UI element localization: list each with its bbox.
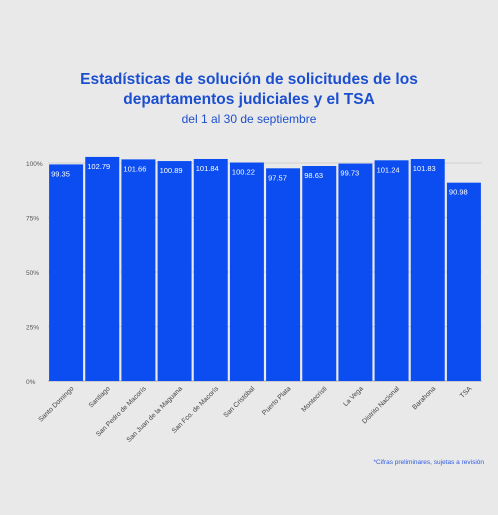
footnote: *Cifras preliminares, sujetas a revisión	[373, 459, 484, 466]
bar	[338, 163, 373, 381]
x-tick-label: Santo Domingo	[37, 385, 75, 423]
bar-value-label: 99.73	[340, 169, 359, 178]
x-tick-label: La Vega	[342, 385, 365, 408]
x-tick-label: San Cristóbal	[223, 385, 257, 419]
bar	[157, 161, 192, 381]
bar-value-label: 99.35	[51, 169, 70, 178]
x-tick-label: Distrito Nacional	[361, 385, 401, 425]
bar	[446, 182, 481, 381]
bar-value-label: 90.98	[449, 188, 468, 197]
x-tick-label: Montecristi	[300, 385, 329, 414]
bar-value-label: 97.57	[268, 173, 287, 182]
bar-value-label: 98.63	[304, 171, 323, 180]
bar-value-label: 100.22	[232, 168, 255, 177]
bar	[374, 160, 409, 381]
y-tick-label: 0%	[26, 379, 36, 386]
bar	[85, 156, 120, 381]
x-tick-label: TSA	[459, 385, 474, 400]
y-tick-label: 75%	[26, 216, 39, 223]
bar-value-label: 100.89	[160, 166, 183, 175]
bar	[193, 158, 228, 381]
chart-title: Estadísticas de solución de solicitudes …	[0, 70, 498, 110]
y-tick-label: 25%	[26, 325, 39, 332]
x-tick-label: Santiago	[88, 385, 112, 409]
x-tick-label: Barahona	[411, 385, 437, 411]
bar-value-label: 102.79	[87, 162, 110, 171]
bar	[410, 159, 445, 381]
bar	[266, 168, 301, 381]
x-tick-label: Puerto Plata	[261, 385, 293, 417]
bar-value-label: 101.66	[123, 164, 146, 173]
y-tick-label: 100%	[26, 161, 43, 168]
bar	[49, 164, 84, 381]
bar-value-label: 101.84	[196, 164, 219, 173]
bar	[302, 165, 337, 381]
chart-subtitle: del 1 al 30 de septiembre	[181, 112, 317, 126]
chart-title-line-2: departamentos judiciales y el TSA	[123, 91, 375, 108]
chart-title-line-1: Estadísticas de solución de solicitudes …	[80, 71, 418, 88]
y-tick-label: 50%	[26, 270, 39, 277]
bar	[121, 159, 156, 381]
bar	[229, 162, 264, 381]
bar-value-label: 101.83	[413, 164, 436, 173]
bar-value-label: 101.24	[377, 165, 400, 174]
